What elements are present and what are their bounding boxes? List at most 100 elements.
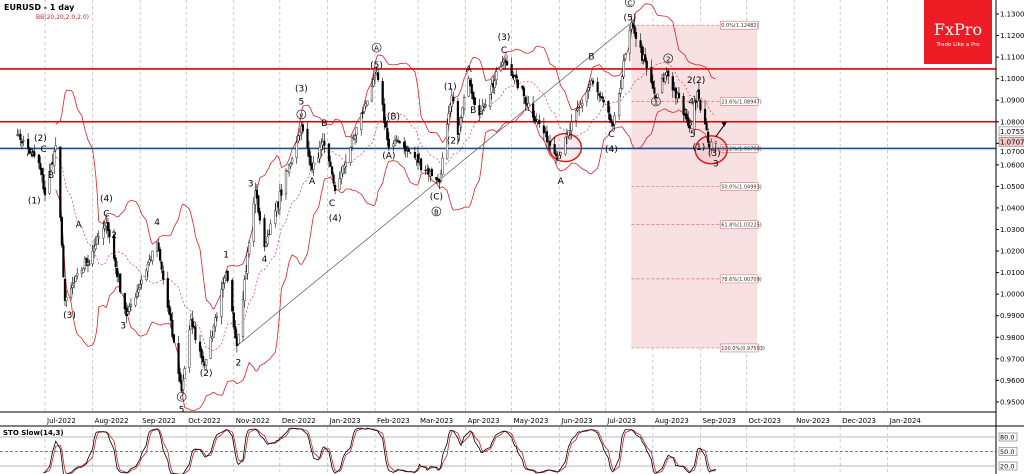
ask-price-tag: 1.07553 xyxy=(1000,128,1024,136)
y-tick-label: 1.10000 xyxy=(1000,75,1024,83)
candle xyxy=(205,359,208,366)
x-tick-label: Jan-2023 xyxy=(328,417,360,425)
wave-label-circle xyxy=(663,53,674,64)
wave-label: A xyxy=(309,177,316,187)
candle xyxy=(353,135,357,140)
candle xyxy=(76,273,79,276)
candle xyxy=(96,236,99,245)
candle xyxy=(555,153,558,157)
indicator-label: BB(20,20,2.0,2.0) xyxy=(36,14,89,21)
candle xyxy=(166,278,169,308)
wave-label: (A) xyxy=(382,151,395,161)
candle xyxy=(516,79,519,89)
candle xyxy=(456,101,460,135)
candle xyxy=(639,40,642,48)
candle xyxy=(40,168,44,175)
candle xyxy=(521,85,524,89)
wave-label: (2) xyxy=(447,136,460,146)
candle xyxy=(146,263,149,272)
fib-label-box xyxy=(719,182,759,191)
candle xyxy=(129,304,133,307)
candle xyxy=(194,326,197,341)
trendline[interactable] xyxy=(236,22,632,347)
candle xyxy=(73,282,76,284)
candle xyxy=(215,316,219,318)
x-tick-label: May-2023 xyxy=(514,417,549,425)
candle xyxy=(693,100,696,130)
candle xyxy=(650,67,653,83)
wave-label: (2) xyxy=(693,76,706,86)
candle xyxy=(527,103,530,108)
sto-level-label: 80.0 xyxy=(1000,434,1014,442)
candle xyxy=(447,113,450,125)
candle xyxy=(493,80,496,88)
candle xyxy=(622,60,625,77)
x-tick-label: Dec-2023 xyxy=(842,417,876,425)
sto-signal-line xyxy=(43,427,716,474)
candle xyxy=(306,128,309,149)
candle xyxy=(608,113,611,121)
candle xyxy=(602,99,605,103)
candle xyxy=(126,311,129,315)
candle xyxy=(395,139,398,141)
candle xyxy=(581,103,584,107)
wave-label: (1) xyxy=(444,82,457,92)
time-axis[interactable]: Jul-2022 Aug-2022 Sep-2022 Oct-2022 Nov-2022… xyxy=(0,411,1024,427)
candle xyxy=(617,92,621,117)
candle xyxy=(553,144,556,155)
wave-label: C xyxy=(329,199,335,209)
wave-label-circle xyxy=(651,96,661,107)
candle xyxy=(317,157,320,163)
x-tick-label: Nov-2023 xyxy=(796,417,830,425)
sto-level-label: 50.0 xyxy=(1000,448,1014,456)
wave-labels: (2)A CB(1)(3)AB(4)C2345c(2)1234(3)5vABC(4… xyxy=(27,0,721,416)
candle xyxy=(588,84,592,88)
candle xyxy=(567,130,570,136)
y-tick-label: 1.07000 xyxy=(1000,148,1024,156)
wave-label: c xyxy=(180,394,184,402)
fib-label-box xyxy=(719,97,759,106)
candle xyxy=(123,293,126,310)
wave-label: B xyxy=(321,119,327,129)
candle xyxy=(501,62,504,66)
candle xyxy=(703,108,707,125)
x-tick-label: Jul-2022 xyxy=(46,417,76,425)
wave-label: 4 xyxy=(154,218,160,228)
candle xyxy=(446,124,449,160)
candle xyxy=(386,127,389,141)
candle xyxy=(119,273,122,293)
wave-label: C xyxy=(40,145,46,155)
bollinger-upper xyxy=(55,3,716,310)
candle xyxy=(135,290,139,297)
candle xyxy=(223,277,226,284)
fib-label-box xyxy=(719,343,759,353)
candle xyxy=(707,131,710,143)
wave-label: B xyxy=(85,259,91,269)
candle xyxy=(512,74,515,79)
candle xyxy=(169,313,172,321)
candle xyxy=(20,141,24,144)
candle xyxy=(398,140,401,144)
wave-label: (3) xyxy=(295,85,308,95)
candle xyxy=(231,279,234,312)
candle xyxy=(628,30,631,54)
candle xyxy=(449,104,452,113)
candle xyxy=(244,271,248,280)
candle xyxy=(128,306,131,312)
candle xyxy=(63,278,67,301)
candle xyxy=(191,318,194,327)
candle xyxy=(114,257,117,268)
candle xyxy=(182,380,185,390)
candle xyxy=(370,85,374,102)
candle xyxy=(178,372,182,382)
x-tick-label: Jul-2023 xyxy=(606,417,636,425)
y-tick-label: 1.09000 xyxy=(1000,97,1024,105)
candle xyxy=(274,209,277,224)
wave-label: (C) xyxy=(430,192,443,202)
